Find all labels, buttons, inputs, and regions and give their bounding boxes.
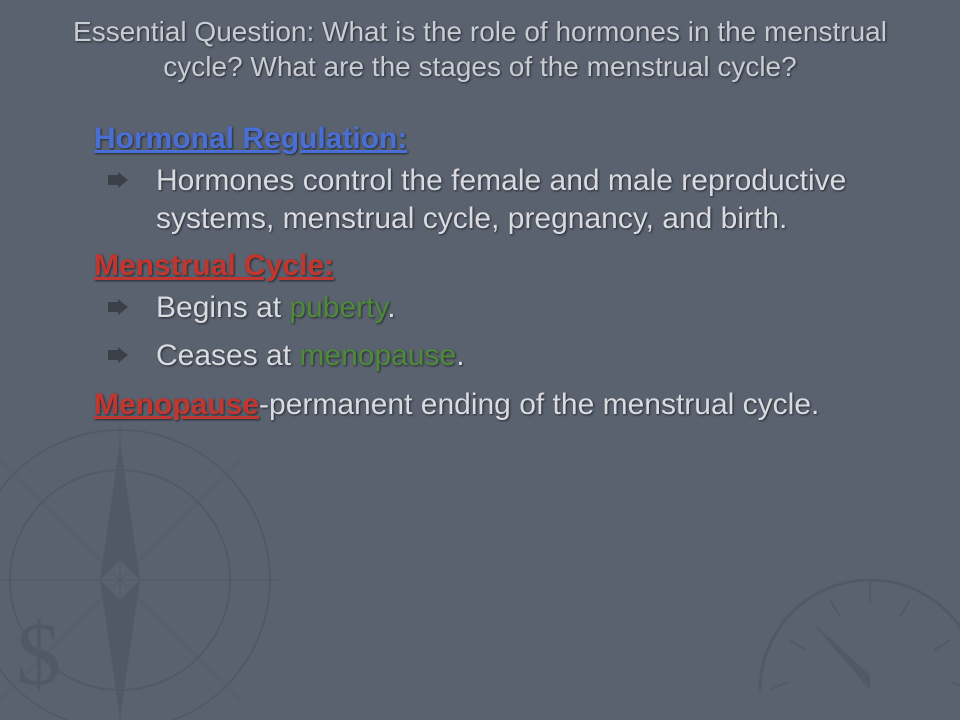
bullet-item: Ceases at menopause.: [94, 337, 906, 375]
bullet-text: Begins at puberty.: [156, 289, 906, 327]
bullet-text: Hormones control the female and male rep…: [156, 162, 906, 239]
bullet-arrow-icon: [108, 299, 128, 315]
text-run: Hormones control the female and male rep…: [156, 164, 846, 235]
bullet-text: Ceases at menopause.: [156, 337, 906, 375]
text-run-highlight: puberty: [289, 291, 387, 324]
slide-content: Hormonal Regulation: Hormones control th…: [24, 122, 936, 424]
text-run: .: [456, 339, 464, 372]
bullet-arrow-icon: [108, 347, 128, 363]
definition-rest: -permanent ending of the menstrual cycle…: [259, 388, 819, 421]
bullet-item: Begins at puberty.: [94, 289, 906, 327]
text-run-highlight: menopause: [299, 339, 456, 372]
text-run: .: [387, 291, 395, 324]
bullet-item: Hormones control the female and male rep…: [94, 162, 906, 239]
section-heading-menstrual-cycle: Menstrual Cycle:: [94, 249, 906, 283]
section-heading-hormonal-regulation: Hormonal Regulation:: [94, 122, 906, 156]
definition-term: Menopause: [94, 388, 259, 421]
text-run: Begins at: [156, 291, 289, 324]
bullet-arrow-icon: [108, 172, 128, 188]
slide: Essential Question: What is the role of …: [0, 0, 960, 720]
slide-title: Essential Question: What is the role of …: [24, 14, 936, 84]
definition-line: Menopause-permanent ending of the menstr…: [94, 386, 906, 424]
text-run: Ceases at: [156, 339, 299, 372]
